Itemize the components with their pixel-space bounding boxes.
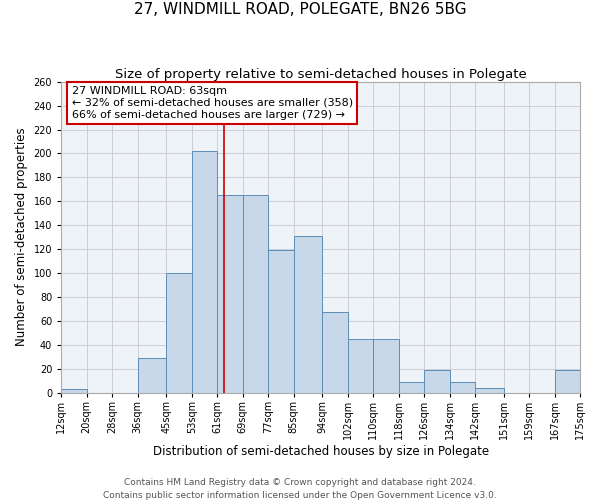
Bar [61, 389, 86, 392]
Y-axis label: Number of semi-detached properties: Number of semi-detached properties [15, 128, 28, 346]
Bar [217, 196, 242, 392]
Bar [268, 250, 293, 392]
Bar [424, 370, 449, 392]
Text: Contains HM Land Registry data © Crown copyright and database right 2024.
Contai: Contains HM Land Registry data © Crown c… [103, 478, 497, 500]
Bar [166, 273, 192, 392]
Bar [347, 339, 373, 392]
Title: Size of property relative to semi-detached houses in Polegate: Size of property relative to semi-detach… [115, 68, 526, 80]
Bar [322, 312, 347, 392]
Bar [475, 388, 503, 392]
X-axis label: Distribution of semi-detached houses by size in Polegate: Distribution of semi-detached houses by … [152, 444, 488, 458]
Text: 27, WINDMILL ROAD, POLEGATE, BN26 5BG: 27, WINDMILL ROAD, POLEGATE, BN26 5BG [134, 2, 466, 18]
Bar [192, 151, 217, 392]
Bar [242, 196, 268, 392]
Bar [449, 382, 475, 392]
Bar [137, 358, 166, 392]
Bar [398, 382, 424, 392]
Bar [554, 370, 580, 392]
Bar [373, 339, 398, 392]
Text: 27 WINDMILL ROAD: 63sqm
← 32% of semi-detached houses are smaller (358)
66% of s: 27 WINDMILL ROAD: 63sqm ← 32% of semi-de… [71, 86, 353, 120]
Bar [293, 236, 322, 392]
